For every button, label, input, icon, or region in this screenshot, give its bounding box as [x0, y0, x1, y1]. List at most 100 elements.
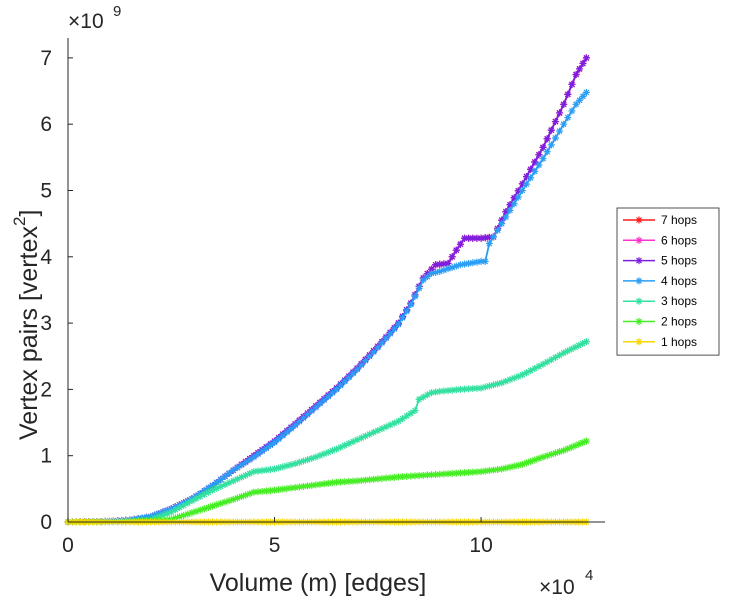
data-point — [576, 96, 584, 104]
data-point — [361, 432, 369, 440]
data-point — [324, 393, 332, 401]
data-point — [299, 482, 307, 490]
data-point — [535, 151, 543, 159]
data-point — [188, 509, 196, 517]
data-point — [571, 442, 579, 450]
data-point — [254, 450, 262, 458]
data-point — [374, 427, 382, 435]
y-exponent-power: 9 — [113, 3, 121, 20]
data-point — [328, 479, 336, 487]
legend-item-1: 6 hops — [623, 233, 697, 247]
data-point — [403, 307, 411, 315]
data-point — [531, 167, 539, 175]
data-point — [382, 474, 390, 482]
data-point — [527, 174, 535, 182]
data-point — [436, 387, 444, 395]
data-point — [568, 107, 576, 115]
y-tick-label: 7 — [40, 47, 52, 70]
data-point — [531, 456, 539, 464]
data-point — [579, 439, 587, 447]
data-point — [518, 186, 526, 194]
data-point — [328, 447, 336, 455]
data-point — [543, 452, 551, 460]
data-point — [465, 385, 473, 393]
data-point — [428, 471, 436, 479]
data-point — [316, 451, 324, 459]
y-exponent: ×10 9 — [68, 3, 121, 33]
data-point — [370, 348, 378, 356]
data-point — [465, 468, 473, 476]
data-point — [328, 389, 336, 397]
data-point — [171, 506, 179, 514]
data-point — [415, 395, 423, 403]
y-exponent-base: ×10 — [68, 10, 104, 33]
data-point — [250, 488, 258, 496]
data-point — [287, 425, 295, 433]
data-point — [579, 92, 587, 100]
data-point — [506, 201, 514, 209]
data-point — [411, 292, 419, 300]
data-point — [407, 409, 415, 417]
data-point — [176, 504, 184, 512]
data-point — [436, 260, 444, 268]
data-point — [571, 343, 579, 351]
legend-label: 3 hops — [661, 294, 697, 308]
data-point — [229, 495, 237, 503]
data-point — [250, 468, 258, 476]
y-tick-label: 5 — [40, 179, 52, 202]
y-tick-label: 0 — [40, 511, 52, 534]
data-point — [225, 497, 233, 505]
data-point — [225, 469, 233, 477]
data-point — [370, 428, 378, 436]
data-point — [514, 193, 522, 201]
data-point — [523, 173, 531, 181]
data-point — [167, 508, 175, 516]
data-point — [502, 464, 510, 472]
data-point — [531, 158, 539, 166]
data-point — [510, 374, 518, 382]
data-point — [502, 377, 510, 385]
data-point — [287, 461, 295, 469]
data-point — [213, 478, 221, 486]
data-point — [209, 486, 217, 494]
legend-label: 5 hops — [661, 254, 697, 268]
data-point — [196, 493, 204, 501]
data-point — [295, 418, 303, 426]
data-point — [242, 491, 250, 499]
data-point — [196, 506, 204, 514]
data-point — [213, 501, 221, 509]
data-point — [518, 180, 526, 188]
data-point — [556, 448, 564, 456]
data-point — [527, 165, 535, 173]
data-point — [390, 325, 398, 333]
legend-item-3: 4 hops — [623, 274, 697, 288]
legend: 7 hops 6 hops 5 hops 4 hops 3 hops 2 hops 1 ho… — [616, 207, 720, 356]
data-point — [432, 471, 440, 479]
data-point — [341, 441, 349, 449]
plot-background — [68, 38, 605, 522]
data-point — [452, 469, 460, 477]
data-point — [567, 443, 575, 451]
data-point — [308, 407, 316, 415]
data-point — [200, 490, 208, 498]
data-point — [469, 259, 477, 267]
data-point — [299, 414, 307, 422]
data-point — [221, 472, 229, 480]
data-point — [271, 438, 279, 446]
data-point — [448, 469, 456, 477]
data-point — [547, 126, 555, 134]
data-point — [444, 470, 452, 478]
x-tick-label: 10 — [469, 534, 492, 557]
data-point — [349, 369, 357, 377]
legend-item-2: 5 hops — [623, 254, 697, 268]
tick-labels: 0 5 10 0 1 2 3 4 5 6 7 — [40, 47, 492, 557]
data-point — [229, 466, 237, 474]
data-point — [510, 462, 518, 470]
y-axis-label-group: Vertex pairs [vertex2] — [10, 210, 43, 440]
data-point — [403, 472, 411, 480]
data-point — [374, 344, 382, 352]
data-point — [527, 367, 535, 375]
legend-marker — [635, 318, 643, 325]
data-point — [461, 260, 469, 268]
